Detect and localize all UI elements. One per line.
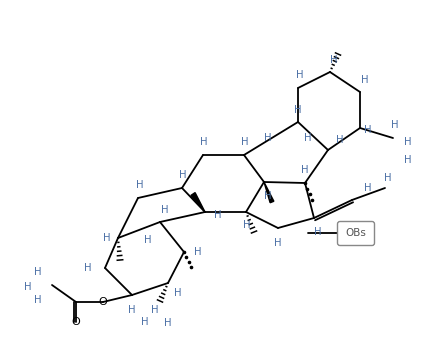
Text: H: H <box>84 263 92 273</box>
Text: H: H <box>164 318 172 328</box>
Text: H: H <box>179 170 187 180</box>
Text: H: H <box>151 305 159 315</box>
Text: H: H <box>136 180 144 190</box>
Polygon shape <box>191 193 205 212</box>
Text: H: H <box>361 75 369 85</box>
Text: H: H <box>241 137 249 147</box>
Text: H: H <box>144 235 152 245</box>
Text: H: H <box>384 173 392 183</box>
Text: H: H <box>404 137 412 147</box>
Text: H: H <box>200 137 208 147</box>
Text: H: H <box>264 133 272 143</box>
Text: H: H <box>364 125 372 135</box>
Text: H: H <box>364 183 372 193</box>
Text: H: H <box>296 70 304 80</box>
FancyBboxPatch shape <box>337 222 374 246</box>
Text: H: H <box>128 305 136 315</box>
Text: H: H <box>314 227 322 237</box>
Text: H: H <box>161 205 169 215</box>
Text: H: H <box>330 55 338 65</box>
Polygon shape <box>264 182 274 203</box>
Text: H: H <box>391 120 399 130</box>
Text: H: H <box>404 155 412 165</box>
Text: H: H <box>194 247 202 257</box>
Text: H: H <box>174 288 182 298</box>
Text: H: H <box>336 135 344 145</box>
Text: H: H <box>34 295 42 305</box>
Text: O: O <box>99 297 107 307</box>
Text: H: H <box>301 165 309 175</box>
Text: H: H <box>103 233 111 243</box>
Text: H: H <box>214 210 222 220</box>
Text: H: H <box>141 317 149 327</box>
Text: H: H <box>304 133 312 143</box>
Text: H: H <box>24 282 32 292</box>
Text: H: H <box>294 105 302 115</box>
Text: O: O <box>71 317 80 327</box>
Text: H: H <box>264 191 272 201</box>
Text: OBs: OBs <box>345 228 366 238</box>
Text: H: H <box>243 220 251 230</box>
Text: H: H <box>34 267 42 277</box>
Text: H: H <box>274 238 282 248</box>
